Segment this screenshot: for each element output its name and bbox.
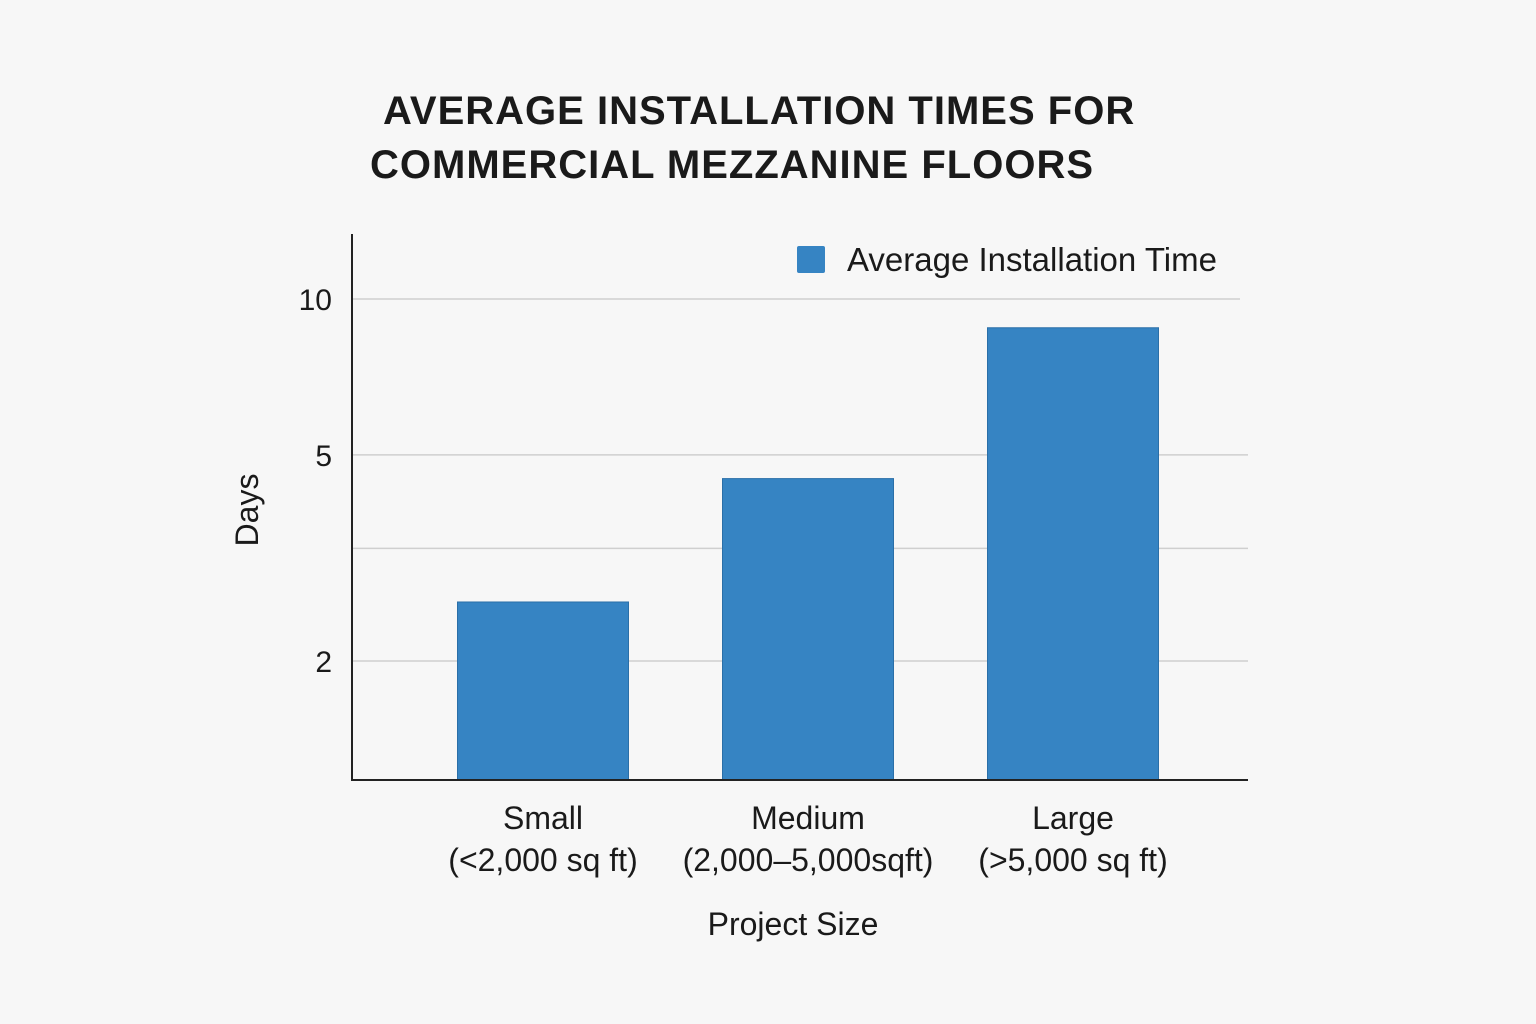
y-tick-label: 5 (315, 440, 332, 473)
x-tick-label: Medium (751, 800, 865, 836)
y-tick-label: 10 (299, 284, 332, 317)
y-tick-label: 2 (315, 646, 332, 679)
x-tick-sublabel: (<2,000 sq ft) (448, 842, 637, 878)
bar-small (457, 601, 629, 781)
bar-large (987, 327, 1159, 781)
x-tick-sublabel: (>5,000 sq ft) (978, 842, 1167, 878)
y-tick-labels: 2 5 10 (299, 284, 332, 679)
legend-label: Average Installation Time (847, 241, 1217, 278)
x-tick-label: Large (1032, 800, 1114, 836)
legend: Average Installation Time (797, 241, 1217, 278)
x-tick-labels: Small (<2,000 sq ft) Medium (2,000–5,000sqf… (448, 800, 1167, 878)
legend-swatch (797, 246, 825, 273)
x-tick-label: Small (503, 800, 583, 836)
bars (457, 327, 1159, 781)
chart-title-line-2: COMMERCIAL MEZZANINE FLOORS (370, 143, 1095, 187)
chart-title-line-1: AVERAGE INSTALLATION TIMES FOR (383, 89, 1136, 133)
x-axis-label: Project Size (708, 906, 879, 942)
y-axis-label: Days (229, 474, 265, 547)
bar-medium (722, 478, 894, 781)
x-tick-sublabel: (2,000–5,000sqft) (683, 842, 934, 878)
